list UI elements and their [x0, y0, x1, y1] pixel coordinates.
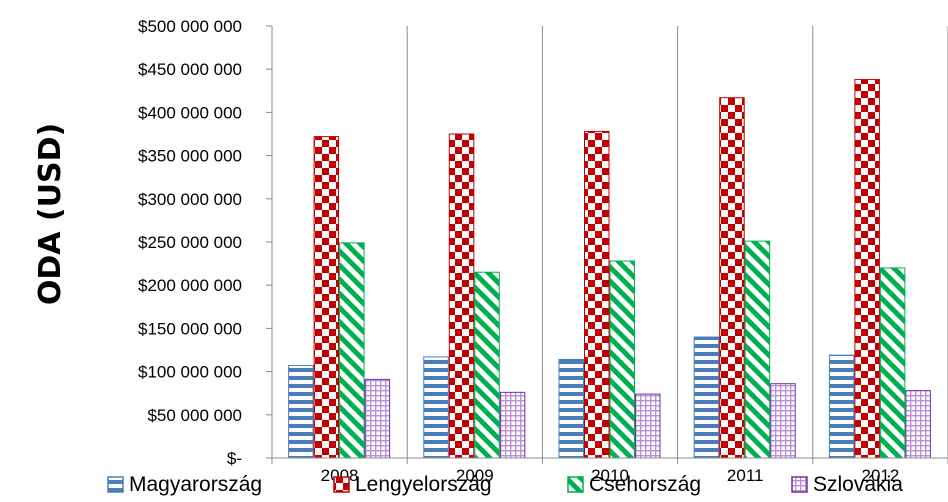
legend-swatch — [333, 476, 350, 493]
legend: Magyarország Lengyelország Csehország Szlov… — [107, 473, 903, 496]
bar-csehország-2008 — [339, 242, 365, 459]
bar-magyarország-2010 — [558, 359, 584, 459]
x-tick-label: 2012 — [861, 466, 899, 485]
y-tick-label: $400 000 000 — [138, 103, 242, 122]
x-tick-label: 2009 — [456, 466, 494, 485]
bars — [288, 79, 931, 459]
y-tick-label: $150 000 000 — [138, 319, 242, 338]
legend-swatch — [791, 476, 808, 493]
legend-label: Magyarország — [129, 473, 262, 496]
bar-lengyelország-2012 — [854, 79, 880, 459]
bar-szlovákia-2011 — [770, 383, 796, 459]
y-tick-label: $500 000 000 — [138, 17, 242, 36]
bar-lengyelország-2009 — [448, 133, 475, 459]
bar-magyarország-2011 — [693, 336, 720, 459]
y-tick-label: $200 000 000 — [138, 276, 242, 295]
legend-label: Lengyelország — [355, 473, 492, 496]
y-tick-label: $300 000 000 — [138, 190, 242, 209]
bar-csehország-2012 — [879, 267, 906, 459]
bar-csehország-2010 — [609, 260, 635, 459]
bar-szlovákia-2010 — [635, 393, 661, 459]
bar-csehország-2009 — [474, 271, 500, 459]
legend-swatch — [567, 476, 584, 493]
legend-label: Csehország — [589, 473, 701, 496]
bar-csehország-2011 — [744, 240, 771, 459]
bar-lengyelország-2011 — [719, 97, 745, 459]
y-tick-label: $450 000 000 — [138, 60, 242, 79]
bar-szlovákia-2012 — [905, 390, 931, 459]
x-tick-label: 2011 — [727, 466, 764, 485]
bar-magyarország-2008 — [288, 365, 314, 459]
legend-swatch — [107, 476, 124, 493]
legend-label: Szlovákia — [813, 473, 903, 496]
y-tick-label: $100 000 000 — [138, 363, 242, 382]
y-tick-label: $250 000 000 — [138, 233, 242, 252]
y-axis-title: ODA (USD) — [33, 123, 68, 305]
x-tick-label: 2010 — [591, 466, 629, 485]
axes: $- $50 000 000 $100 000 000 $150 000 000 $20… — [138, 17, 948, 485]
grid-lines — [406, 26, 948, 458]
bar-lengyelország-2010 — [584, 130, 610, 459]
y-tick-label: $350 000 000 — [138, 147, 242, 166]
bar-magyarország-2012 — [828, 354, 855, 459]
y-tick-label: $50 000 000 — [147, 406, 242, 425]
bar-lengyelország-2008 — [313, 136, 340, 459]
bar-magyarország-2009 — [423, 356, 449, 459]
y-tick-label: $- — [227, 449, 242, 468]
bar-szlovákia-2009 — [499, 391, 526, 459]
bar-szlovákia-2008 — [364, 378, 391, 459]
